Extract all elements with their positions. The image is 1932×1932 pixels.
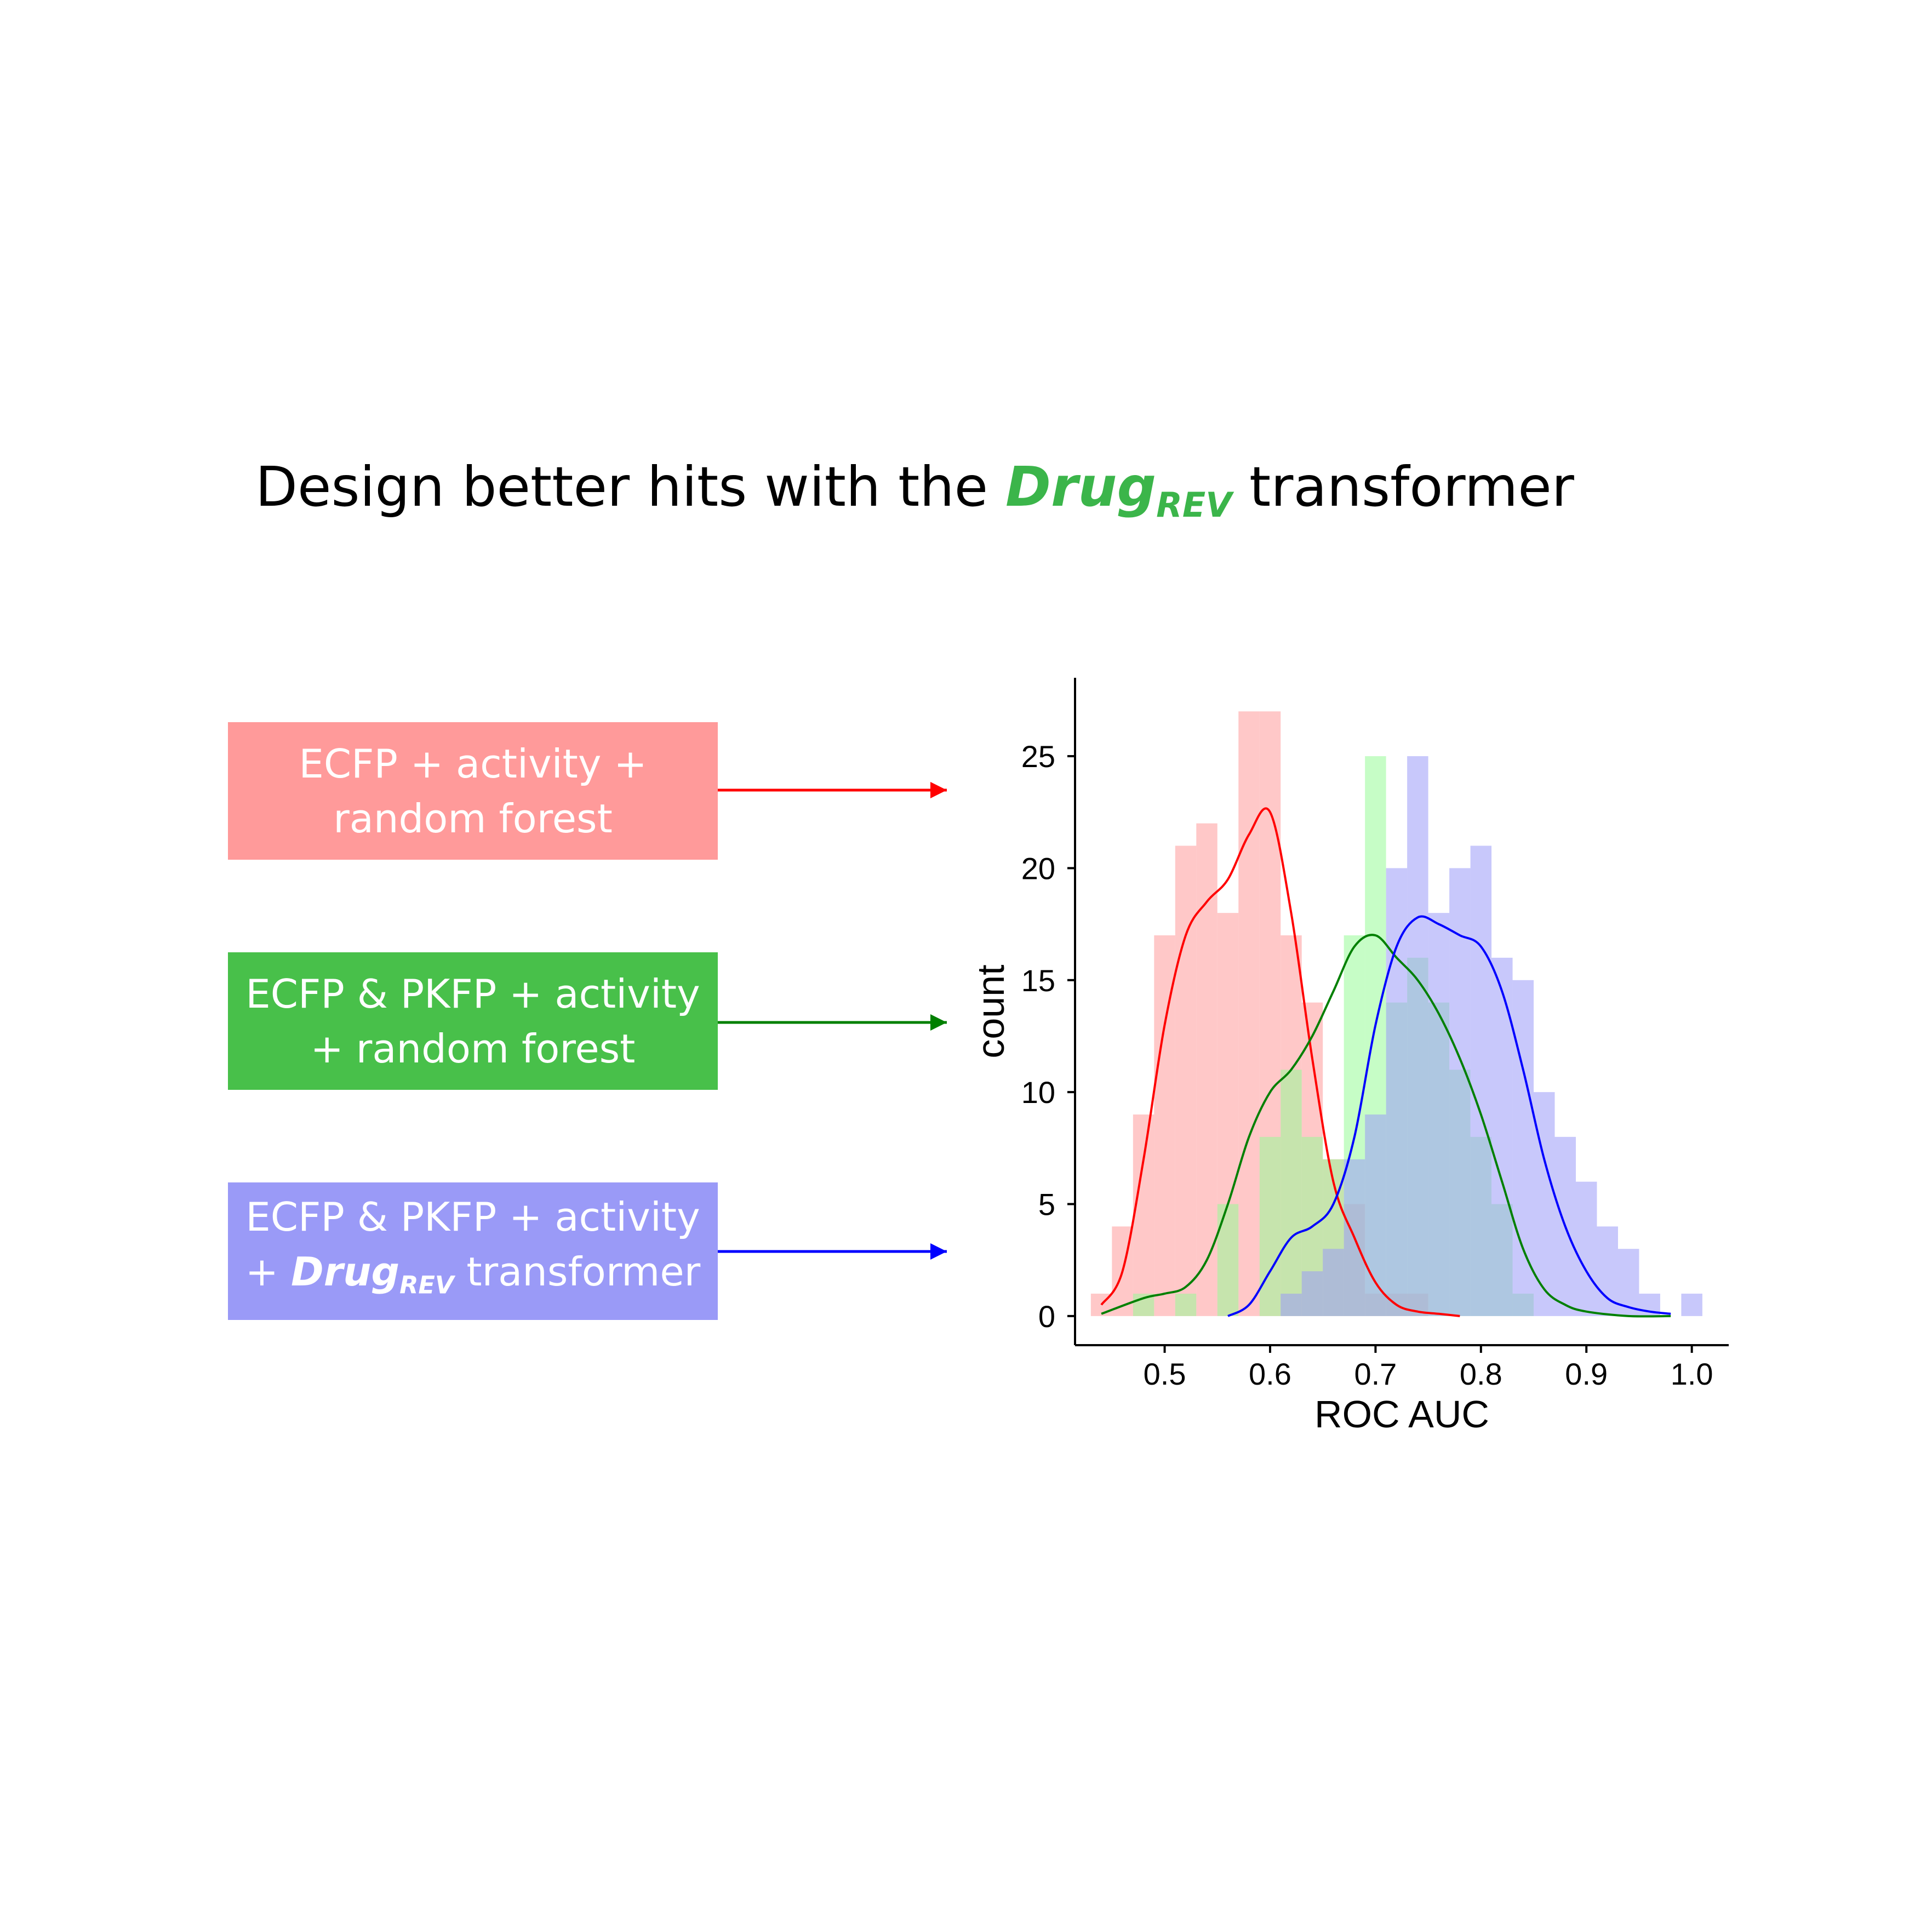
hist-bar-s2-5 — [1386, 868, 1408, 1316]
x-tick-label: 0.6 — [1249, 1357, 1291, 1391]
hist-bar-s1-4 — [1281, 1070, 1302, 1316]
y-tick-label: 0 — [1038, 1299, 1055, 1334]
y-tick-label: 15 — [1021, 963, 1055, 998]
x-tick-label: 0.5 — [1144, 1357, 1186, 1391]
title-brand: DrugREV — [1005, 455, 1232, 525]
hist-bar-s0-2 — [1133, 1114, 1154, 1316]
method-box-line1: ECFP + activity + — [299, 740, 647, 787]
hist-bar-s0-5 — [1196, 823, 1217, 1316]
kde-curve-1 — [1101, 934, 1671, 1318]
arrows — [718, 782, 947, 1260]
kde-curve-2 — [1227, 915, 1671, 1317]
hist-bar-s2-15 — [1597, 1226, 1618, 1316]
method-box-line2: random forest — [333, 795, 613, 842]
method-box-line2: + random forest — [310, 1025, 636, 1072]
title-brand-sub: REV — [1156, 484, 1232, 525]
hist-bar-s2-1 — [1301, 1271, 1323, 1316]
hist-bar-s2-9 — [1470, 845, 1492, 1316]
hist-bar-s2-14 — [1575, 1181, 1597, 1316]
y-tick-label: 10 — [1021, 1075, 1055, 1110]
box-brand: DrugREV — [290, 1249, 454, 1300]
method-box-line1: ECFP & PKFP + activity — [245, 1194, 700, 1241]
hist-bar-s2-10 — [1491, 957, 1513, 1316]
y-tick-label: 20 — [1021, 851, 1055, 885]
x-axis-label: ROC AUC — [1314, 1393, 1489, 1436]
y-tick-label: 25 — [1021, 739, 1055, 774]
hist-bar-s2-4 — [1365, 1114, 1386, 1316]
histogram-bars — [1090, 711, 1702, 1316]
y-tick-label: 5 — [1038, 1187, 1055, 1222]
page-title: Design better hits with the DrugREV tran… — [255, 455, 1574, 525]
x-tick-label: 0.8 — [1460, 1357, 1502, 1391]
method-box-line2: + DrugREV transformer — [245, 1249, 701, 1300]
hist-bar-s0-7 — [1238, 711, 1260, 1316]
hist-bar-s2-19 — [1681, 1293, 1702, 1316]
hist-bar-s2-7 — [1428, 913, 1450, 1316]
x-tick-label: 0.7 — [1354, 1357, 1397, 1391]
x-tick-label: 0.9 — [1565, 1357, 1608, 1391]
y-axis-label: count — [969, 964, 1012, 1058]
hist-bar-s2-6 — [1407, 756, 1428, 1316]
method-box-ecfp-pkfp-drugrev: ECFP & PKFP + activity + DrugREV transfo… — [228, 1182, 718, 1320]
title-prefix: Design better hits with the — [255, 455, 988, 519]
axes: 0.5 0.6 0.7 0.8 0.9 1.0 0 5 10 15 20 25 ROC AUC count — [969, 678, 1729, 1436]
hist-bar-s1-2 — [1217, 1204, 1239, 1316]
method-box-line1: ECFP & PKFP + activity — [245, 970, 700, 1017]
kde-curve-0 — [1100, 807, 1460, 1317]
hist-bar-s0-4 — [1175, 845, 1197, 1316]
hist-bar-s2-11 — [1512, 980, 1534, 1316]
hist-bar-s2-2 — [1323, 1249, 1344, 1316]
kde-curves — [1100, 807, 1671, 1318]
hist-bar-s2-0 — [1281, 1293, 1302, 1316]
hist-bar-s0-3 — [1154, 935, 1175, 1316]
method-box-ecfp-pkfp-rf: ECFP & PKFP + activity + random forest — [228, 952, 718, 1090]
method-box-ecfp-rf: ECFP + activity + random forest — [228, 722, 718, 860]
hist-bar-s1-3 — [1259, 1136, 1281, 1316]
title-suffix: transformer — [1249, 455, 1574, 519]
x-tick-label: 1.0 — [1671, 1357, 1713, 1391]
hist-bar-s2-8 — [1449, 868, 1471, 1316]
hist-bar-s1-1 — [1175, 1293, 1197, 1316]
